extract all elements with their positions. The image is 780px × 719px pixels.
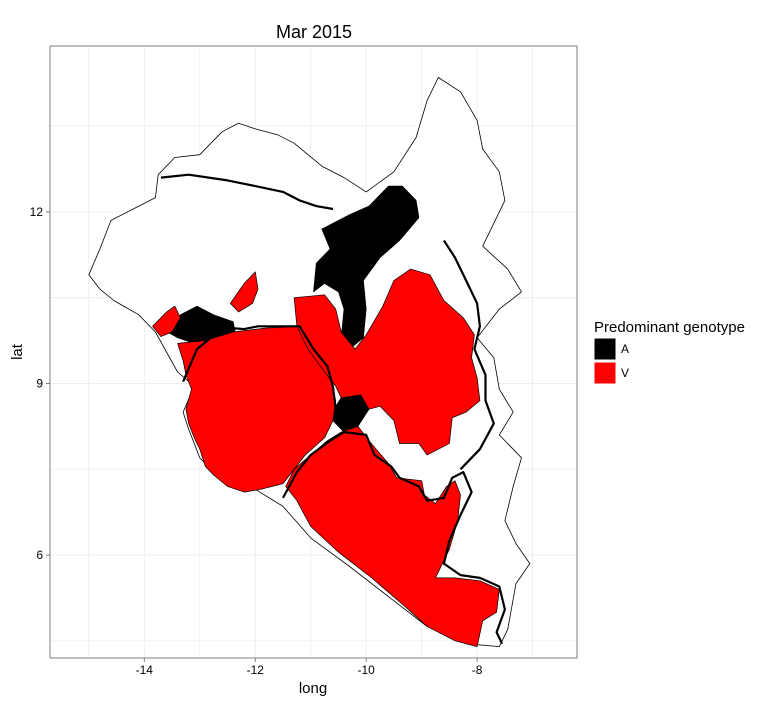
legend-swatch-V xyxy=(593,361,617,385)
plot-panel xyxy=(49,45,578,659)
x-axis-ticks: -14 -12 -10 -8 xyxy=(136,658,483,677)
y-tick-label: 12 xyxy=(30,205,44,219)
border-gn-north-border xyxy=(160,173,334,211)
legend-entries: AV xyxy=(593,337,629,385)
y-tick-label: 6 xyxy=(36,548,43,562)
chart-title: Mar 2015 xyxy=(276,22,352,42)
border-sl-gn-border xyxy=(182,325,346,499)
border-gn-ci-border xyxy=(442,239,495,471)
x-tick-label: -14 xyxy=(136,663,154,677)
district-gn-v-forest xyxy=(293,268,481,456)
legend-label-V: V xyxy=(621,366,629,380)
y-axis-ticks: 6 9 12 xyxy=(30,205,50,562)
border-lr-gn-border xyxy=(343,431,506,645)
x-tick-label: -10 xyxy=(358,663,376,677)
x-tick-label: -8 xyxy=(472,663,483,677)
district-sl-v-north xyxy=(229,271,259,313)
district-lr-v xyxy=(285,426,500,647)
legend-swatch-A xyxy=(593,337,617,361)
legend-title: Predominant genotype xyxy=(594,319,745,336)
legend: Predominant genotype AV xyxy=(593,319,745,385)
x-tick-label: -12 xyxy=(247,663,265,677)
panel-border xyxy=(49,45,578,659)
district-gn-v-coast xyxy=(152,305,181,337)
districts xyxy=(152,185,500,647)
x-axis-label: long xyxy=(299,680,327,697)
national-borders xyxy=(160,173,506,645)
legend-label-A: A xyxy=(621,342,629,356)
district-gn-a-north xyxy=(313,185,420,350)
y-tick-label: 9 xyxy=(36,376,43,390)
y-axis-label: lat xyxy=(9,343,26,360)
